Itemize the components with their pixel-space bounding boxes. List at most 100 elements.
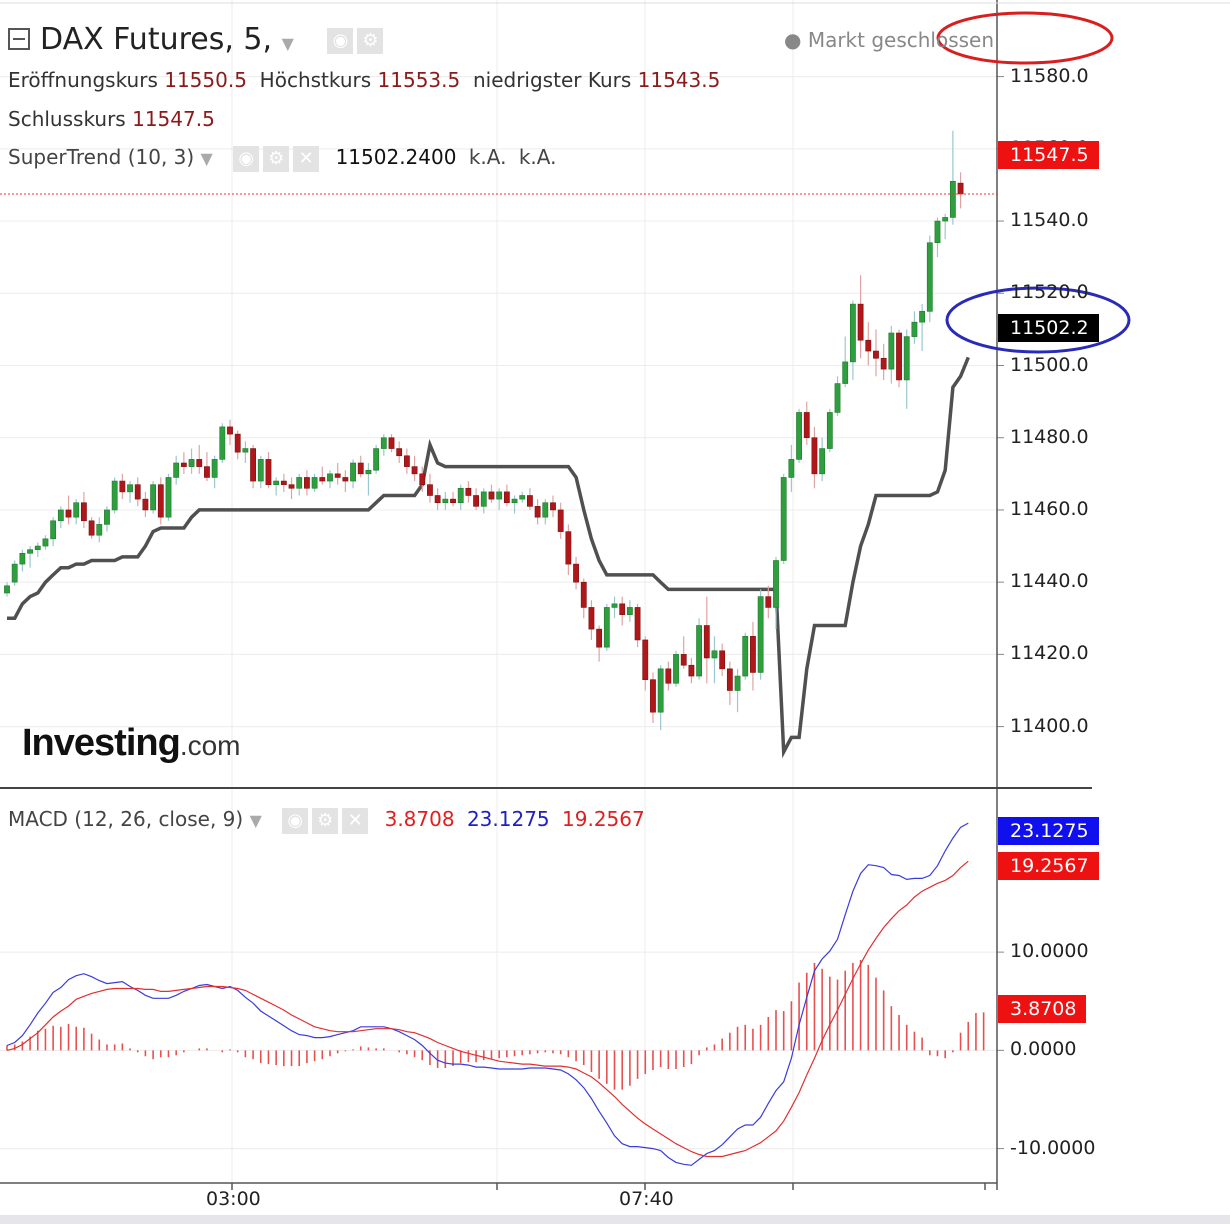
candle-body [265,459,272,485]
candle-body [488,491,495,500]
macd-series-line [6,860,969,1158]
candle [642,636,649,691]
macd-gear-icon[interactable]: ⚙ [312,807,339,834]
candle [719,643,726,677]
supertrend-dropdown-icon[interactable]: ▼ [200,149,213,168]
candle [919,304,926,352]
collapse-toggle-icon[interactable] [8,28,30,50]
candle [19,549,26,572]
open-label: Eröffnungskurs [8,68,158,92]
candle-body [396,448,403,457]
supertrend-gear-icon[interactable]: ⚙ [263,145,290,172]
blue-annotation-ellipse [945,286,1131,354]
visibility-eye-icon[interactable]: ◉ [327,27,354,54]
candle-body [734,675,741,691]
candle-body [642,639,649,680]
candle [773,556,779,630]
candle-body [134,484,141,500]
macd-tick-label: 0.0000 [1010,1038,1077,1061]
candle [842,336,849,388]
candle-body [188,459,195,467]
candle [534,499,541,525]
candle [188,448,195,474]
candle-body [465,487,472,496]
symbol-dropdown-icon[interactable]: ▼ [281,34,294,53]
candle-body [304,477,310,489]
candle [442,491,449,510]
supertrend-label: SuperTrend (10, 3) [8,145,195,169]
candle-body [403,455,410,467]
candle-body [519,495,526,500]
candle [34,542,41,557]
candle-body [527,495,533,507]
candle [788,444,795,492]
candle [550,495,556,518]
settings-gear-icon[interactable]: ⚙ [357,27,384,54]
candle [311,473,318,492]
macd-dropdown-icon[interactable]: ▼ [249,811,262,830]
supertrend-value: 11502.2400 [335,145,457,169]
candle [81,491,87,528]
candle [427,473,433,503]
candle [650,672,656,723]
candle [496,488,503,510]
candle-body [857,303,864,341]
low-label: niedrigster Kurs [472,68,632,92]
market-status: ● Markt geschlossen [784,28,994,52]
price-tick-label: 11420.0 [1010,642,1089,665]
logo-main: Investing [22,722,181,764]
candle [565,524,572,575]
candle [204,452,210,482]
candle [903,329,910,409]
candle-body [411,466,418,475]
candle-body [534,506,541,518]
candle-body [173,462,180,478]
candle-body [442,498,449,504]
supertrend-close-icon[interactable]: ✕ [293,145,320,172]
candle [157,477,164,525]
macd-close-icon[interactable]: ✕ [342,807,369,834]
candle [742,632,749,680]
candle [242,441,249,463]
price-tick-label: 11400.0 [1010,714,1089,737]
candle [4,582,10,597]
candle-body [73,502,80,518]
candle [42,535,49,550]
candle-body [696,625,702,677]
candle [603,603,610,651]
candle-body [765,596,772,608]
symbol-title-row: DAX Futures, 5, ▼ ◉ ⚙ [40,22,384,57]
candle-body [565,531,572,565]
candle-body [127,484,133,493]
candle [626,600,633,622]
macd-signal-value: 19.2567 [562,807,645,831]
macd-hist-value: 3.8708 [384,807,455,831]
logo-suffix: .com [179,730,241,761]
candle [104,506,110,532]
candle [150,481,157,514]
price-tick-label: 11580.0 [1010,64,1089,87]
candle [896,329,902,388]
candle [411,455,418,482]
candle [480,488,487,514]
candle-body [65,509,72,518]
candle [11,560,18,586]
candle-body [388,437,395,449]
annotations [936,11,1131,354]
candle-body [242,448,249,453]
candle-body [42,538,49,547]
high-label: Höchstkurs [259,68,372,92]
candle-body [511,498,518,504]
candle [219,423,226,463]
macd-eye-icon[interactable]: ◉ [282,807,309,834]
candle [419,466,426,492]
candle-body [619,603,626,615]
candle-body [803,412,810,439]
candle [142,491,149,518]
candle-body [257,459,264,482]
macd-legend: MACD (12, 26, close, 9) ▼ ◉ ⚙ ✕ 3.8708 23.… [8,807,645,834]
supertrend-eye-icon[interactable]: ◉ [233,145,260,172]
candle-body [650,679,656,713]
candle [596,625,603,662]
candle [57,506,64,528]
